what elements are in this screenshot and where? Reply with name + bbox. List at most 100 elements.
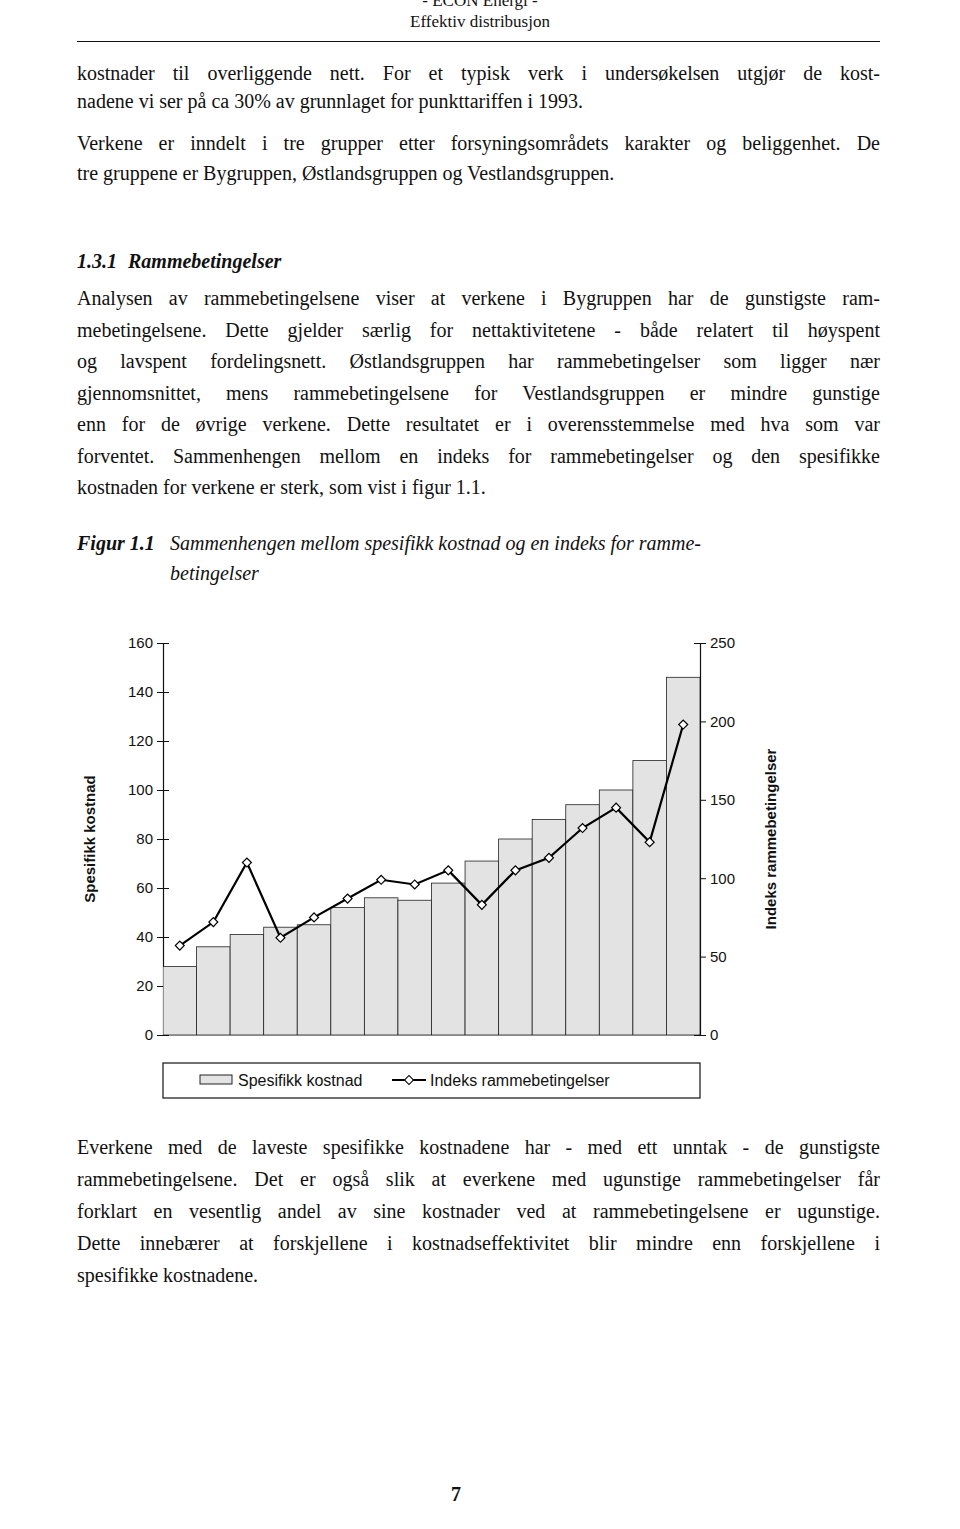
paragraph-line: nadene vi ser på ca 30% av grunnlaget fo…: [77, 90, 880, 112]
bar: [465, 861, 499, 1035]
tick-mark: [157, 692, 169, 693]
marker: [679, 720, 688, 729]
tick-label: 140: [128, 683, 153, 700]
bar: [398, 900, 432, 1035]
tick-label: 250: [710, 634, 735, 651]
bar: [599, 790, 633, 1035]
legend-marker: [405, 1076, 414, 1085]
figure-label: Figur 1.1: [77, 532, 155, 555]
marker: [242, 858, 251, 867]
marker: [544, 853, 553, 862]
marker: [276, 933, 285, 942]
chart: 0 20 40 60 80 100 120 140 1600 50 100 150 200 250 Spes…: [0, 600, 960, 1120]
paragraph-line: enn for de øvrige verkene. Dette resulta…: [77, 413, 880, 435]
tick: 120: [128, 732, 169, 749]
paragraph-line: spesifikke kostnadene.: [77, 1264, 880, 1286]
figure-caption: Sammenhengen mellom spesifikk kostnad og…: [170, 532, 701, 555]
marker: [310, 913, 319, 922]
paragraph-line: Dette innebærer at forskjellene i kostna…: [77, 1232, 880, 1254]
marker: [175, 941, 184, 950]
tick: 250: [694, 634, 735, 651]
legend-label: Indeks rammebetingelser: [430, 1072, 610, 1089]
marker: [645, 838, 654, 847]
running-header: Effektiv distribusjon: [0, 12, 960, 32]
bar: [666, 677, 700, 1035]
legend-box: [163, 1063, 700, 1098]
tick-label: 120: [128, 732, 153, 749]
y-axis: 0 20 40 60 80 100 120 140 160: [128, 634, 169, 1043]
bar: [432, 883, 466, 1035]
y2-axis-title: Indeks rammebetingelser: [762, 748, 779, 929]
marker: [511, 866, 520, 875]
marker: [612, 803, 621, 812]
axis-line: [700, 644, 701, 1036]
tick-mark: [157, 643, 169, 644]
paragraph-line: gjennomsnittet, mens rammebetingelsene f…: [77, 382, 880, 404]
tick-label: 0: [145, 1026, 153, 1043]
tick-mark: [157, 839, 169, 840]
marker: [209, 918, 218, 927]
tick-label: 200: [710, 713, 735, 730]
bar: [230, 935, 264, 1035]
tick-label: 100: [128, 781, 153, 798]
bar: [364, 898, 398, 1035]
tick-mark: [157, 937, 169, 938]
paragraph-line: forventet. Sammenhengen mellom en indeks…: [77, 445, 880, 467]
tick: 60: [136, 879, 169, 896]
tick-label: 20: [136, 977, 153, 994]
tick: 40: [136, 928, 169, 945]
paragraph-line: forklart en vesentlig andel av sine kost…: [77, 1200, 880, 1222]
tick: 150: [694, 791, 735, 808]
paragraph-line: tre gruppene er Bygruppen, Østlandsgrupp…: [77, 162, 880, 184]
paragraph-line: Everkene med de laveste spesifikke kostn…: [77, 1136, 880, 1158]
bar: [163, 966, 197, 1035]
marker: [444, 866, 453, 875]
bar: [264, 927, 298, 1035]
tick: 100: [694, 870, 735, 887]
marker: [578, 824, 587, 833]
paragraph-line: Analysen av rammebetingelsene viser at v…: [77, 287, 880, 309]
paragraph-line: rammebetingelsene. Det er også slik at e…: [77, 1168, 880, 1190]
legend-swatch: [200, 1075, 232, 1084]
bar: [499, 839, 533, 1035]
paragraph-line: kostnader til overliggende nett. For et …: [77, 62, 880, 84]
legend: Spesifikk kostnad Indeks rammebetingelser: [163, 1063, 700, 1098]
bar: [197, 947, 231, 1035]
legend-label: Spesifikk kostnad: [238, 1072, 363, 1089]
marker: [343, 894, 352, 903]
tick-mark: [694, 643, 706, 644]
tick-mark: [157, 888, 169, 889]
tick-mark: [157, 741, 169, 742]
tick-label: 50: [710, 948, 727, 965]
paragraph-line: og lavspent fordelingsnett. Østlandsgrup…: [77, 350, 880, 372]
tick-label: 150: [710, 791, 735, 808]
tick: 160: [128, 634, 169, 651]
tick-label: 160: [128, 634, 153, 651]
y-axis-title: Spesifikk kostnad: [81, 775, 98, 903]
tick: 200: [694, 713, 735, 730]
bar: [532, 819, 566, 1035]
tick-mark: [157, 790, 169, 791]
tick: 80: [136, 830, 169, 847]
header-rule: [77, 41, 880, 42]
figure-caption: betingelser: [170, 562, 259, 585]
marker: [477, 900, 486, 909]
line-series: [180, 725, 683, 946]
page-number: 7: [451, 1483, 461, 1506]
y2-axis: 050100150200250: [694, 634, 735, 1043]
paragraph-line: kostnaden for verkene er sterk, som vist…: [77, 476, 880, 498]
marker: [377, 875, 386, 884]
paragraph-line: mebetingelsene. Dette gjelder særlig for…: [77, 319, 880, 341]
marker: [410, 880, 419, 889]
section-title: Rammebetingelser: [128, 250, 281, 273]
tick: 100: [128, 781, 169, 798]
tick-label: 40: [136, 928, 153, 945]
running-header: - ECON Energi -: [0, 0, 960, 11]
section-number: 1.3.1: [77, 250, 117, 273]
bar: [331, 908, 365, 1035]
plot-area: [163, 677, 700, 1035]
tick-label: 100: [710, 870, 735, 887]
tick: 140: [128, 683, 169, 700]
tick-label: 80: [136, 830, 153, 847]
tick-label: 60: [136, 879, 153, 896]
